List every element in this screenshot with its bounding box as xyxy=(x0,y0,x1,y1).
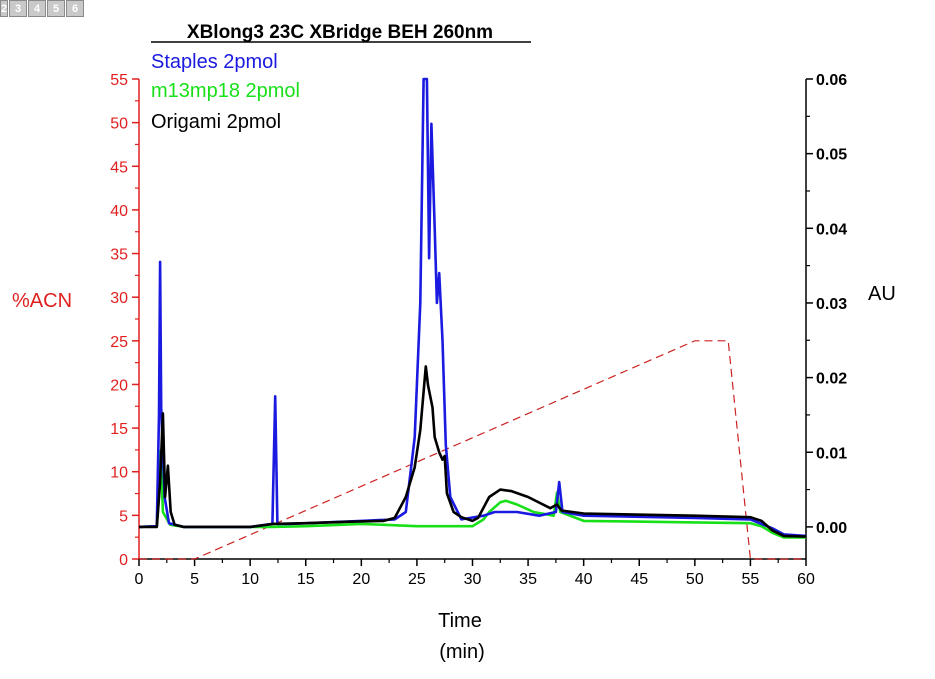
origami-trace xyxy=(139,365,807,538)
right-axis-label: AU xyxy=(868,283,896,305)
x-axis-label: Time xyxy=(438,610,482,632)
x-tick-label: 15 xyxy=(297,571,315,588)
axes: 05101520253035404550550.000.010.020.030.… xyxy=(110,72,847,588)
left-tick-label: 25 xyxy=(110,334,128,351)
worksheet-tab-2[interactable]: 2 xyxy=(0,0,8,17)
chart-title: XBlong3 23C XBridge BEH 260nm xyxy=(187,22,493,43)
left-tick-label: 30 xyxy=(110,290,128,307)
right-tick-label: 0.00 xyxy=(816,520,847,537)
x-tick-label: 55 xyxy=(742,571,760,588)
left-tick-label: 5 xyxy=(119,508,128,525)
x-tick-label: 40 xyxy=(575,571,593,588)
left-tick-label: 40 xyxy=(110,203,128,220)
left-axis-label: %ACN xyxy=(12,290,72,312)
staples-trace xyxy=(138,77,807,538)
x-tick-label: 25 xyxy=(408,571,426,588)
right-tick-label: 0.01 xyxy=(816,445,847,462)
x-tick-label: 10 xyxy=(241,571,259,588)
left-tick-label: 20 xyxy=(110,377,128,394)
m13mp18-trace xyxy=(138,449,806,539)
left-tick-label: 0 xyxy=(119,552,128,569)
gradient-acn-line xyxy=(139,340,806,560)
x-tick-label: 45 xyxy=(630,571,648,588)
left-tick-label: 35 xyxy=(110,247,128,264)
x-tick-label: 0 xyxy=(135,571,144,588)
right-tick-label: 0.02 xyxy=(816,371,847,388)
x-tick-label: 50 xyxy=(686,571,704,588)
x-tick-label: 20 xyxy=(352,571,370,588)
right-tick-label: 0.05 xyxy=(816,147,847,164)
legend: Staples 2pmol m13mp18 2pmol Origami 2pmo… xyxy=(151,51,300,133)
x-tick-label: 35 xyxy=(519,571,537,588)
x-axis-unit: (min) xyxy=(439,641,485,663)
x-tick-label: 5 xyxy=(190,571,199,588)
legend-m13mp18: m13mp18 2pmol xyxy=(151,80,300,102)
worksheet-tab-6[interactable]: 6 xyxy=(66,0,84,17)
left-tick-label: 15 xyxy=(110,421,128,438)
x-tick-label: 60 xyxy=(797,571,815,588)
left-tick-label: 45 xyxy=(110,159,128,176)
right-tick-label: 0.03 xyxy=(816,296,847,313)
x-tick-label: 30 xyxy=(464,571,482,588)
worksheet-tab-3[interactable]: 3 xyxy=(9,0,27,17)
worksheet-tab-5[interactable]: 5 xyxy=(47,0,65,17)
legend-origami: Origami 2pmol xyxy=(151,111,281,133)
worksheet-tabs: 2 3 4 5 6 xyxy=(0,0,84,18)
worksheet-tab-4[interactable]: 4 xyxy=(28,0,46,17)
right-tick-label: 0.06 xyxy=(816,72,847,89)
right-tick-label: 0.04 xyxy=(816,221,847,238)
left-tick-label: 55 xyxy=(110,72,128,89)
left-tick-label: 10 xyxy=(110,465,128,482)
left-tick-label: 50 xyxy=(110,116,128,133)
legend-staples: Staples 2pmol xyxy=(151,51,278,73)
plot-area xyxy=(138,77,807,560)
